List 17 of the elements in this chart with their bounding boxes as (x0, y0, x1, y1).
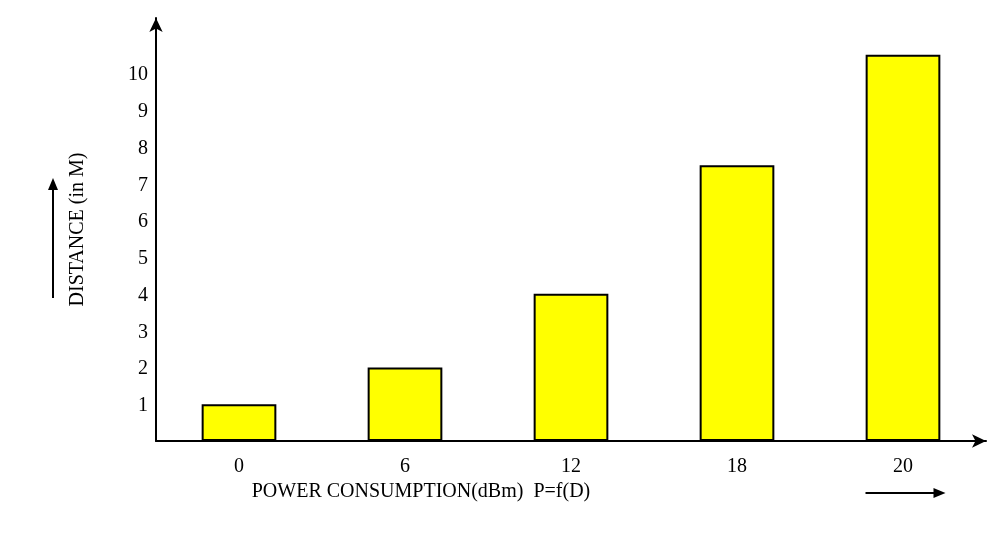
y-tick-label: 9 (138, 98, 148, 121)
x-tick-label: 6 (400, 454, 410, 476)
y-tick-label: 6 (138, 209, 148, 232)
y-tick-label: 4 (138, 282, 148, 305)
y-axis-title: DISTANCE (in M) (65, 152, 88, 307)
y-tick-label: 3 (138, 319, 148, 342)
x-tick-label: 0 (234, 454, 244, 476)
x-tick-label: 20 (893, 454, 913, 476)
y-tick-label: 10 (128, 62, 148, 85)
y-tick-label: 8 (138, 135, 148, 158)
y-tick-label: 1 (138, 393, 148, 416)
y-tick-label: 7 (138, 172, 148, 195)
x-tick-label: 12 (561, 454, 581, 476)
y-tick-label: 5 (138, 246, 148, 269)
x-axis-title: POWER CONSUMPTION(dBm) P=f(D) (251, 478, 591, 502)
x-tick-label: 18 (727, 454, 747, 476)
y-tick-label: 2 (138, 356, 148, 379)
